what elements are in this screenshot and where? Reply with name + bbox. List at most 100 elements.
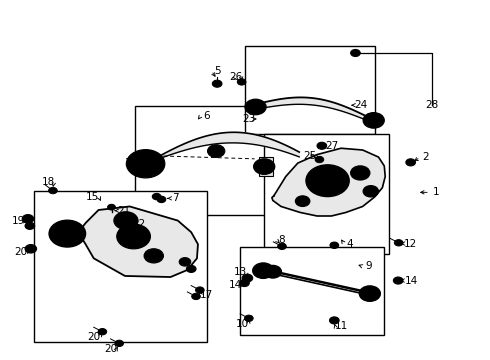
Circle shape: [364, 289, 376, 298]
Circle shape: [368, 116, 379, 125]
Circle shape: [245, 315, 253, 321]
Circle shape: [242, 274, 253, 282]
Circle shape: [394, 240, 403, 246]
Circle shape: [157, 196, 166, 203]
Circle shape: [329, 317, 339, 324]
Text: 12: 12: [404, 239, 417, 248]
Circle shape: [208, 145, 225, 157]
Text: 28: 28: [426, 100, 439, 110]
Circle shape: [98, 329, 107, 335]
Bar: [245, 46, 375, 134]
Text: 25: 25: [303, 151, 317, 161]
Text: 21: 21: [118, 206, 131, 216]
Circle shape: [25, 217, 31, 221]
Text: 20: 20: [87, 332, 100, 342]
Circle shape: [148, 252, 160, 260]
Circle shape: [186, 265, 196, 273]
Circle shape: [396, 279, 401, 282]
Text: 8: 8: [279, 235, 285, 245]
Circle shape: [211, 148, 221, 154]
Circle shape: [257, 266, 269, 275]
Circle shape: [117, 224, 150, 249]
Circle shape: [257, 266, 269, 275]
Circle shape: [115, 340, 123, 347]
Circle shape: [114, 212, 138, 229]
Text: 24: 24: [355, 100, 368, 110]
Circle shape: [27, 224, 32, 228]
Text: 19: 19: [12, 216, 25, 226]
Circle shape: [237, 79, 246, 85]
Circle shape: [359, 286, 380, 301]
Circle shape: [25, 222, 35, 229]
Polygon shape: [272, 148, 385, 216]
Text: 26: 26: [229, 72, 242, 82]
Text: 16: 16: [59, 238, 73, 247]
Text: 20: 20: [104, 345, 117, 354]
Text: 4: 4: [346, 239, 353, 248]
Text: 9: 9: [365, 261, 372, 271]
Circle shape: [22, 215, 34, 223]
Circle shape: [49, 188, 57, 194]
Circle shape: [317, 142, 327, 149]
Circle shape: [351, 49, 360, 57]
Circle shape: [212, 80, 222, 87]
Circle shape: [363, 186, 378, 197]
Circle shape: [254, 159, 275, 174]
Bar: [240, 247, 384, 335]
Circle shape: [61, 229, 74, 239]
Polygon shape: [146, 132, 299, 164]
Circle shape: [25, 244, 37, 253]
Circle shape: [28, 247, 34, 251]
Circle shape: [319, 174, 336, 187]
Text: 14: 14: [405, 275, 418, 285]
Circle shape: [332, 319, 337, 322]
Circle shape: [144, 249, 163, 263]
Circle shape: [295, 196, 310, 207]
Text: 20: 20: [14, 247, 27, 257]
Circle shape: [354, 169, 366, 177]
Text: 3: 3: [124, 158, 131, 168]
Text: 2: 2: [423, 152, 429, 162]
Circle shape: [253, 263, 274, 278]
Bar: [264, 134, 389, 254]
Circle shape: [242, 281, 247, 285]
Circle shape: [196, 287, 204, 293]
Circle shape: [363, 113, 384, 128]
Circle shape: [240, 279, 249, 287]
Circle shape: [368, 116, 379, 125]
Polygon shape: [255, 98, 375, 123]
Polygon shape: [79, 207, 198, 277]
Circle shape: [245, 276, 250, 280]
Circle shape: [132, 154, 159, 174]
Text: 17: 17: [200, 290, 213, 300]
Circle shape: [278, 243, 286, 249]
Text: 1: 1: [432, 187, 439, 197]
Bar: [135, 106, 274, 215]
Circle shape: [138, 158, 153, 169]
Circle shape: [258, 162, 270, 171]
Circle shape: [245, 99, 266, 115]
Circle shape: [315, 156, 324, 163]
Circle shape: [55, 225, 79, 242]
Circle shape: [152, 193, 161, 200]
Circle shape: [367, 188, 375, 194]
Text: 22: 22: [132, 219, 145, 229]
Circle shape: [264, 265, 281, 278]
Circle shape: [353, 51, 358, 55]
Text: 7: 7: [172, 193, 179, 203]
Text: 6: 6: [203, 111, 210, 121]
Text: 14: 14: [229, 280, 242, 290]
Circle shape: [364, 289, 376, 298]
Circle shape: [330, 242, 339, 248]
Text: 15: 15: [86, 192, 99, 202]
Text: 10: 10: [236, 319, 249, 329]
Circle shape: [179, 258, 191, 266]
Circle shape: [126, 150, 165, 178]
Circle shape: [123, 229, 144, 244]
Circle shape: [108, 204, 115, 210]
Text: 23: 23: [242, 114, 255, 124]
Circle shape: [313, 170, 342, 191]
Text: 11: 11: [334, 321, 348, 332]
Text: 13: 13: [234, 267, 247, 278]
Circle shape: [393, 277, 403, 284]
